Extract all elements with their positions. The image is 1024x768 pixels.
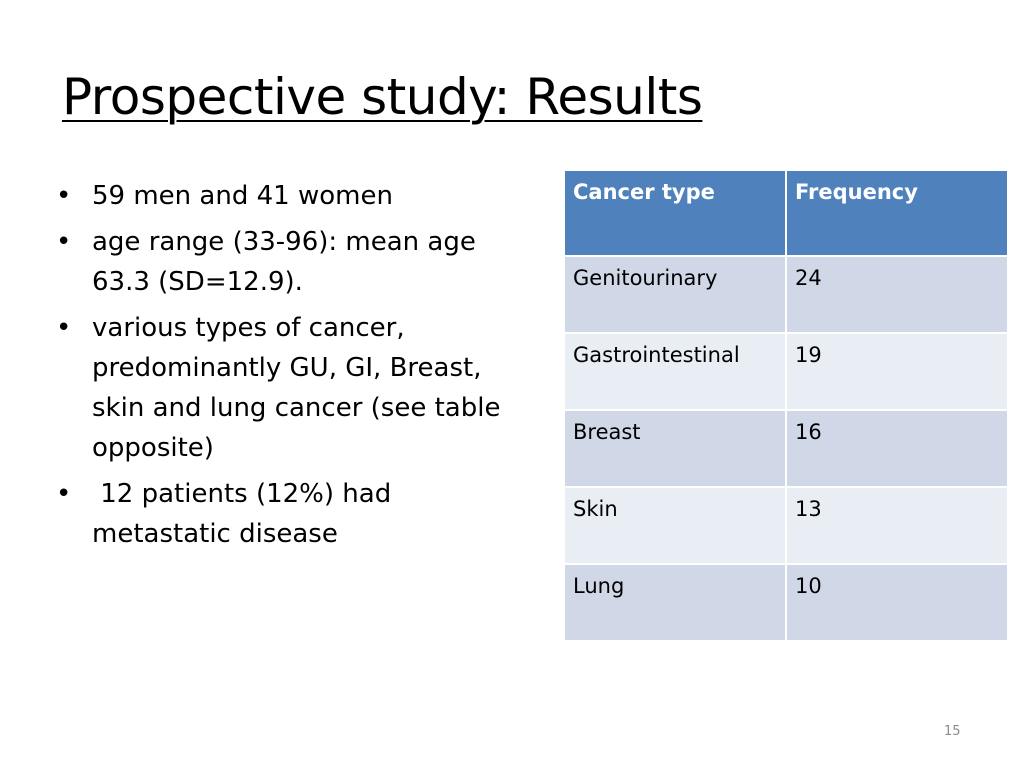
column-header-cancer-type: Cancer type bbox=[563, 169, 787, 257]
slide-title: Prospective study: Results bbox=[62, 68, 703, 126]
cell-cancer-type: Lung bbox=[563, 563, 787, 642]
slide-page-number: 15 bbox=[944, 724, 961, 739]
bullet-text: various types of cancer, predominantly G… bbox=[92, 313, 501, 463]
table-row: Gastrointestinal 19 bbox=[563, 332, 1009, 411]
bullet-item: • age range (33-96): mean age 63.3 (SD=1… bbox=[50, 222, 530, 302]
bullet-list: • 59 men and 41 women • age range (33-96… bbox=[50, 176, 530, 560]
table-row: Lung 10 bbox=[563, 563, 1009, 642]
bullet-item: • 12 patients (12%) had metastatic disea… bbox=[50, 474, 530, 554]
cell-frequency: 10 bbox=[785, 563, 1009, 642]
table-header-row: Cancer type Frequency bbox=[563, 169, 1009, 257]
table-row: Genitourinary 24 bbox=[563, 255, 1009, 334]
cell-cancer-type: Skin bbox=[563, 486, 787, 565]
bullet-text: age range (33-96): mean age 63.3 (SD=12.… bbox=[92, 227, 476, 297]
column-header-frequency: Frequency bbox=[785, 169, 1009, 257]
cell-frequency: 16 bbox=[785, 409, 1009, 488]
cell-frequency: 13 bbox=[785, 486, 1009, 565]
bullet-icon: • bbox=[56, 181, 72, 211]
bullet-icon: • bbox=[56, 479, 72, 509]
bullet-item: • various types of cancer, predominantly… bbox=[50, 308, 530, 468]
table-row: Skin 13 bbox=[563, 486, 1009, 565]
cell-cancer-type: Genitourinary bbox=[563, 255, 787, 334]
table-row: Breast 16 bbox=[563, 409, 1009, 488]
cell-cancer-type: Breast bbox=[563, 409, 787, 488]
bullet-icon: • bbox=[56, 313, 72, 343]
bullet-icon: • bbox=[56, 227, 72, 257]
cell-frequency: 24 bbox=[785, 255, 1009, 334]
bullet-text: 12 patients (12%) had metastatic disease bbox=[92, 479, 400, 549]
bullet-text: 59 men and 41 women bbox=[92, 181, 393, 211]
cell-cancer-type: Gastrointestinal bbox=[563, 332, 787, 411]
bullet-item: • 59 men and 41 women bbox=[50, 176, 530, 216]
cell-frequency: 19 bbox=[785, 332, 1009, 411]
cancer-type-table-container: Cancer type Frequency Genitourinary 24 G… bbox=[563, 169, 1009, 642]
cancer-type-table: Cancer type Frequency Genitourinary 24 G… bbox=[563, 169, 1009, 642]
